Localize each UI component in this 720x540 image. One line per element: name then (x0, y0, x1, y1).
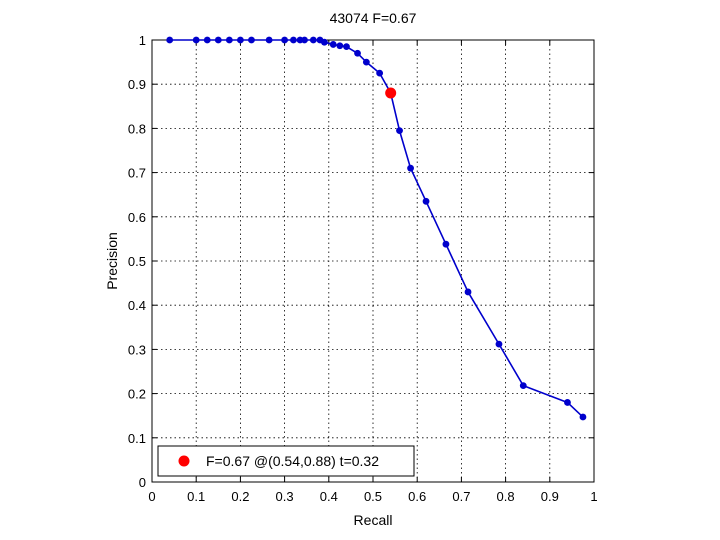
y-axis-label: Precision (104, 232, 120, 290)
grid-layer (152, 40, 594, 482)
pr-curve-point (290, 36, 297, 44)
y-tick-label: 1 (139, 33, 146, 48)
y-tick-label: 0.3 (128, 342, 146, 357)
pr-curve-point (248, 36, 255, 44)
pr-curve-point (495, 340, 503, 348)
pr-curve-point (407, 164, 414, 172)
y-tick-label: 0.7 (128, 166, 146, 181)
legend: F=0.67 @(0.54,0.88) t=0.32 (157, 445, 415, 477)
chart-title: 43074 F=0.67 (330, 10, 417, 26)
pr-curve-point (564, 399, 571, 406)
legend-marker (178, 455, 190, 467)
pr-curve-point (329, 41, 337, 48)
legend-box (157, 445, 415, 477)
pr-curve-point (225, 36, 233, 44)
x-tick-label: 0.8 (497, 489, 515, 504)
y-tick-label: 0.6 (128, 210, 146, 225)
pr-curve-point (442, 240, 450, 248)
pr-curve-point (354, 49, 361, 57)
series-layer (166, 36, 587, 421)
y-tick-label: 0.5 (128, 254, 146, 269)
x-tick-label: 0.2 (231, 489, 249, 504)
pr-curve-point (192, 36, 200, 44)
pr-curve-point (336, 42, 344, 50)
pr-curve-line (169, 39, 584, 418)
y-tick-label: 0.2 (128, 387, 146, 402)
highlight-layer (385, 87, 397, 99)
pr-curve-point (301, 36, 308, 44)
pr-curve-point (376, 69, 384, 77)
pr-curve-point (203, 36, 211, 44)
x-tick-label: 0.3 (276, 489, 294, 504)
pr-curve-point (309, 36, 317, 44)
x-tick-label: 1 (590, 489, 597, 504)
pr-curve-point (579, 413, 587, 421)
legend-label: F=0.67 @(0.54,0.88) t=0.32 (206, 453, 379, 469)
x-tick-label: 0.6 (408, 489, 426, 504)
pr-curve-point (343, 43, 350, 51)
pr-curve-point (396, 127, 403, 135)
y-tick-label: 0 (139, 475, 146, 490)
pr-curve-point (422, 197, 430, 205)
x-tick-label: 0.9 (541, 489, 559, 504)
pr-curve-point (281, 36, 288, 44)
y-tick-label: 0.1 (128, 431, 146, 446)
best-f-point (385, 87, 397, 99)
x-tick-label: 0.1 (187, 489, 205, 504)
pr-curve-point (237, 36, 244, 44)
pr-curve-point (519, 382, 527, 390)
x-tick-label: 0.4 (320, 489, 338, 504)
y-tick-label: 0.9 (128, 77, 146, 92)
x-axis-label: Recall (354, 512, 393, 528)
pr-curve-point (166, 36, 174, 44)
y-tick-label: 0.8 (128, 121, 146, 136)
y-tick-label: 0.4 (128, 298, 146, 313)
pr-curve-point (214, 36, 222, 44)
x-tick-label: 0 (148, 489, 155, 504)
pr-curve-point (464, 288, 472, 296)
pr-curve-point (265, 36, 273, 44)
ticks-layer: 0 0.1 0.2 0.3 0.4 0.5 0.6 0.7 0.8 0.9 1 0 0.1 0.2 0.3 0… (128, 33, 598, 504)
x-tick-label: 0.7 (452, 489, 470, 504)
pr-curve-point (320, 38, 328, 46)
pr-curve-point (362, 58, 370, 66)
x-tick-label: 0.5 (364, 489, 382, 504)
